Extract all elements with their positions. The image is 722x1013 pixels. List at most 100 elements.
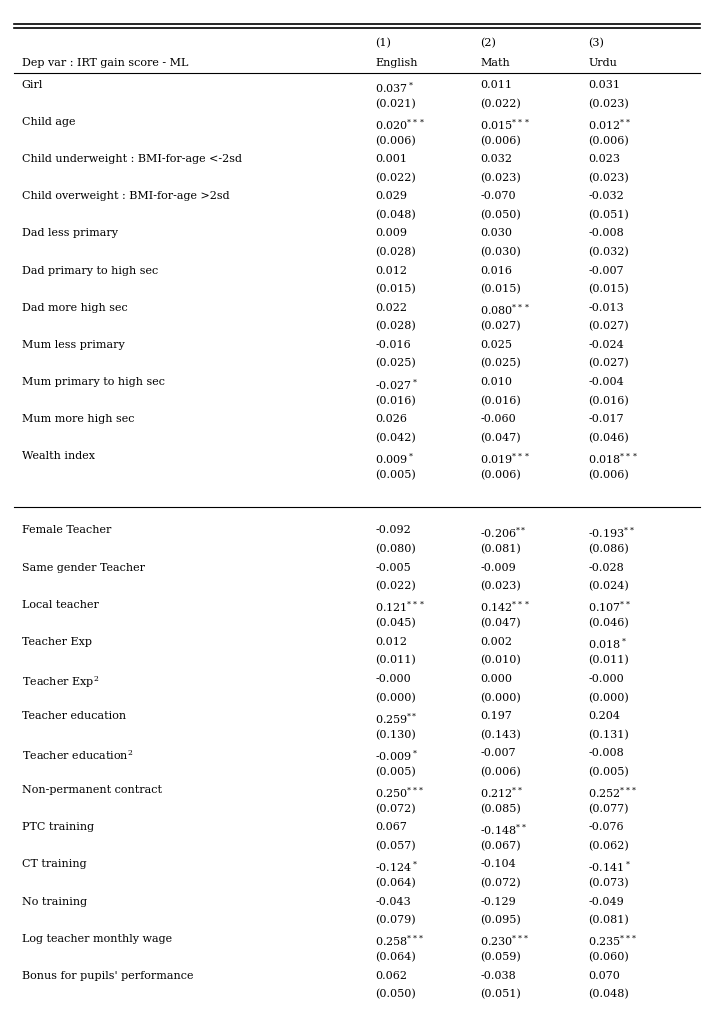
Text: Urdu: Urdu <box>588 58 617 68</box>
Text: -0.008: -0.008 <box>588 229 625 238</box>
Text: 0.107$^{**}$: 0.107$^{**}$ <box>588 600 632 614</box>
Text: 0.142$^{***}$: 0.142$^{***}$ <box>480 600 530 614</box>
Text: (0.023): (0.023) <box>480 581 521 592</box>
Text: (0.050): (0.050) <box>375 990 416 1000</box>
Text: (3): (3) <box>588 37 604 48</box>
Text: (0.081): (0.081) <box>588 915 629 926</box>
Text: 0.235$^{***}$: 0.235$^{***}$ <box>588 934 638 948</box>
Text: 0.204: 0.204 <box>588 711 620 721</box>
Text: -0.038: -0.038 <box>480 970 516 981</box>
Text: (0.022): (0.022) <box>375 173 416 183</box>
Text: (0.000): (0.000) <box>480 693 521 703</box>
Text: Female Teacher: Female Teacher <box>22 526 111 536</box>
Text: No training: No training <box>22 897 87 907</box>
Text: 0.002: 0.002 <box>480 637 512 646</box>
Text: (0.131): (0.131) <box>588 729 629 739</box>
Text: (0.005): (0.005) <box>375 470 416 480</box>
Text: (0.006): (0.006) <box>480 136 521 146</box>
Text: (0.015): (0.015) <box>588 285 629 295</box>
Text: -0.009$^*$: -0.009$^*$ <box>375 749 419 763</box>
Text: -0.027$^*$: -0.027$^*$ <box>375 377 419 392</box>
Text: (0.081): (0.081) <box>480 544 521 554</box>
Text: (0.027): (0.027) <box>588 359 629 369</box>
Text: -0.148$^{**}$: -0.148$^{**}$ <box>480 823 527 837</box>
Text: 0.212$^{**}$: 0.212$^{**}$ <box>480 785 523 800</box>
Text: -0.007: -0.007 <box>588 265 624 276</box>
Text: Child underweight : BMI-for-age <-2sd: Child underweight : BMI-for-age <-2sd <box>22 154 242 164</box>
Text: (0.010): (0.010) <box>480 655 521 666</box>
Text: 0.018$^{***}$: 0.018$^{***}$ <box>588 451 638 466</box>
Text: 0.121$^{***}$: 0.121$^{***}$ <box>375 600 425 614</box>
Text: 0.015$^{***}$: 0.015$^{***}$ <box>480 118 530 132</box>
Text: -0.028: -0.028 <box>588 562 625 572</box>
Text: -0.024: -0.024 <box>588 339 625 349</box>
Text: (0.011): (0.011) <box>588 655 629 666</box>
Text: Girl: Girl <box>22 80 43 90</box>
Text: -0.129: -0.129 <box>480 897 516 907</box>
Text: (0.047): (0.047) <box>480 618 521 628</box>
Text: 0.062: 0.062 <box>375 970 407 981</box>
Text: -0.000: -0.000 <box>375 674 412 684</box>
Text: (0.086): (0.086) <box>588 544 629 554</box>
Text: 0.031: 0.031 <box>588 80 620 90</box>
Text: (0.006): (0.006) <box>480 470 521 480</box>
Text: (0.047): (0.047) <box>480 433 521 443</box>
Text: (0.060): (0.060) <box>588 952 629 962</box>
Text: -0.104: -0.104 <box>480 859 516 869</box>
Text: (0.028): (0.028) <box>375 321 416 331</box>
Text: (0.023): (0.023) <box>588 173 629 183</box>
Text: Teacher Exp: Teacher Exp <box>22 637 92 646</box>
Text: Child overweight : BMI-for-age >2sd: Child overweight : BMI-for-age >2sd <box>22 191 230 202</box>
Text: 0.023: 0.023 <box>588 154 620 164</box>
Text: (0.067): (0.067) <box>480 841 521 851</box>
Text: (0.005): (0.005) <box>375 767 416 777</box>
Text: (1): (1) <box>375 37 391 48</box>
Text: (0.030): (0.030) <box>480 247 521 257</box>
Text: Mum less primary: Mum less primary <box>22 339 124 349</box>
Text: 0.032: 0.032 <box>480 154 512 164</box>
Text: (0.011): (0.011) <box>375 655 416 666</box>
Text: (0.051): (0.051) <box>588 210 629 220</box>
Text: 0.022: 0.022 <box>375 303 407 313</box>
Text: Log teacher monthly wage: Log teacher monthly wage <box>22 934 172 944</box>
Text: 0.011: 0.011 <box>480 80 512 90</box>
Text: Bonus for pupils' performance: Bonus for pupils' performance <box>22 970 193 981</box>
Text: (0.006): (0.006) <box>480 767 521 777</box>
Text: (0.048): (0.048) <box>375 210 416 220</box>
Text: (0.077): (0.077) <box>588 803 629 814</box>
Text: (0.025): (0.025) <box>480 359 521 369</box>
Text: 0.025: 0.025 <box>480 339 512 349</box>
Text: Dad less primary: Dad less primary <box>22 229 118 238</box>
Text: 0.012$^{**}$: 0.012$^{**}$ <box>588 118 632 132</box>
Text: (0.050): (0.050) <box>480 210 521 220</box>
Text: Teacher Exp$^2$: Teacher Exp$^2$ <box>22 674 99 690</box>
Text: 0.029: 0.029 <box>375 191 407 202</box>
Text: (0.016): (0.016) <box>588 395 629 406</box>
Text: 0.080$^{***}$: 0.080$^{***}$ <box>480 303 530 317</box>
Text: (0.006): (0.006) <box>588 470 629 480</box>
Text: (0.059): (0.059) <box>480 952 521 962</box>
Text: (2): (2) <box>480 37 496 48</box>
Text: (0.046): (0.046) <box>588 433 629 443</box>
Text: 0.230$^{***}$: 0.230$^{***}$ <box>480 934 530 948</box>
Text: Math: Math <box>480 58 510 68</box>
Text: (0.006): (0.006) <box>588 136 629 146</box>
Text: 0.067: 0.067 <box>375 823 407 833</box>
Text: 0.019$^{***}$: 0.019$^{***}$ <box>480 451 530 466</box>
Text: English: English <box>375 58 418 68</box>
Text: -0.013: -0.013 <box>588 303 625 313</box>
Text: (0.000): (0.000) <box>375 693 416 703</box>
Text: (0.024): (0.024) <box>588 581 629 592</box>
Text: -0.007: -0.007 <box>480 749 516 758</box>
Text: (0.045): (0.045) <box>375 618 416 628</box>
Text: (0.046): (0.046) <box>588 618 629 628</box>
Text: (0.022): (0.022) <box>375 581 416 592</box>
Text: (0.072): (0.072) <box>480 878 521 888</box>
Text: (0.051): (0.051) <box>480 990 521 1000</box>
Text: (0.021): (0.021) <box>375 98 416 109</box>
Text: -0.206$^{**}$: -0.206$^{**}$ <box>480 526 527 540</box>
Text: 0.026: 0.026 <box>375 414 407 424</box>
Text: 0.010: 0.010 <box>480 377 512 387</box>
Text: (0.042): (0.042) <box>375 433 416 443</box>
Text: 0.001: 0.001 <box>375 154 407 164</box>
